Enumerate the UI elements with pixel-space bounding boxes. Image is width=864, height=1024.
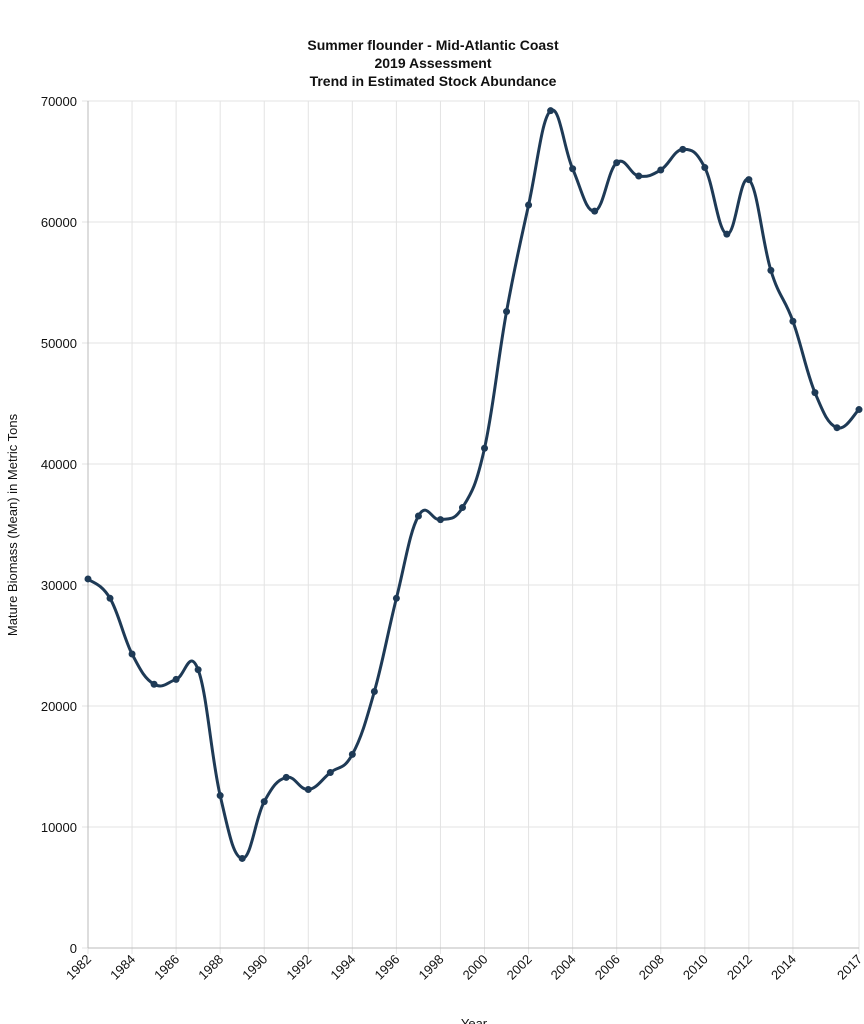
x-tick-label: 2012 bbox=[724, 952, 755, 983]
y-axis-label: Mature Biomass (Mean) in Metric Tons bbox=[5, 413, 20, 636]
chart-subtitle: 2019 Assessment bbox=[374, 55, 491, 71]
data-point bbox=[569, 165, 577, 173]
y-tick-label: 40000 bbox=[41, 457, 77, 472]
data-point bbox=[326, 769, 334, 777]
x-tick-label: 1982 bbox=[63, 952, 94, 983]
x-tick-label: 2017 bbox=[834, 952, 864, 983]
data-point bbox=[172, 675, 180, 683]
data-point bbox=[238, 854, 246, 862]
x-tick-label: 2010 bbox=[680, 952, 711, 983]
data-point bbox=[481, 444, 489, 452]
data-point bbox=[767, 266, 775, 274]
x-tick-label: 1988 bbox=[195, 952, 226, 983]
data-point bbox=[855, 406, 863, 414]
data-point bbox=[591, 207, 599, 215]
x-tick-label: 1984 bbox=[107, 952, 138, 983]
data-point bbox=[613, 159, 621, 167]
data-point bbox=[84, 575, 92, 583]
x-tick-label: 1996 bbox=[371, 952, 402, 983]
y-tick-label: 20000 bbox=[41, 699, 77, 714]
data-point bbox=[216, 792, 224, 800]
data-point bbox=[282, 773, 290, 781]
data-point bbox=[503, 308, 511, 316]
data-point bbox=[701, 164, 709, 172]
x-tick-label: 2008 bbox=[636, 952, 667, 983]
data-point bbox=[436, 516, 444, 524]
x-tick-label: 2002 bbox=[504, 952, 535, 983]
y-tick-label: 60000 bbox=[41, 215, 77, 230]
chart-title: Summer flounder - Mid-Atlantic Coast bbox=[307, 37, 559, 53]
y-tick-label: 30000 bbox=[41, 578, 77, 593]
data-point bbox=[525, 201, 533, 209]
data-point bbox=[745, 176, 753, 184]
x-tick-label: 1994 bbox=[327, 952, 358, 983]
data-point bbox=[547, 107, 555, 115]
x-tick-label: 2014 bbox=[768, 952, 799, 983]
x-tick-label: 2000 bbox=[460, 952, 491, 983]
data-point bbox=[811, 389, 819, 397]
y-tick-label: 70000 bbox=[41, 94, 77, 109]
x-tick-label: 2006 bbox=[592, 952, 623, 983]
data-point bbox=[414, 512, 422, 520]
data-point bbox=[260, 798, 268, 806]
data-point bbox=[194, 666, 202, 674]
data-point bbox=[304, 785, 312, 793]
data-point bbox=[150, 680, 158, 688]
y-tick-label: 10000 bbox=[41, 820, 77, 835]
data-point bbox=[458, 504, 466, 512]
data-point bbox=[635, 172, 643, 180]
y-tick-label: 0 bbox=[70, 941, 77, 956]
data-point bbox=[657, 166, 665, 174]
data-point bbox=[348, 750, 356, 758]
x-tick-label: 1998 bbox=[416, 952, 447, 983]
x-tick-label: 1992 bbox=[283, 952, 314, 983]
x-tick-label: 1990 bbox=[239, 952, 270, 983]
x-tick-label: 1986 bbox=[151, 952, 182, 983]
x-axis-label: Year bbox=[461, 1016, 488, 1024]
x-tick-label: 2004 bbox=[548, 952, 579, 983]
chart-subtitle: Trend in Estimated Stock Abundance bbox=[310, 73, 557, 89]
data-point bbox=[128, 650, 136, 658]
data-point bbox=[106, 594, 114, 602]
data-point bbox=[679, 145, 687, 153]
y-tick-label: 50000 bbox=[41, 336, 77, 351]
data-point bbox=[723, 230, 731, 238]
data-point bbox=[370, 687, 378, 695]
data-point bbox=[392, 594, 400, 602]
data-point bbox=[833, 424, 841, 432]
data-point bbox=[789, 317, 797, 325]
